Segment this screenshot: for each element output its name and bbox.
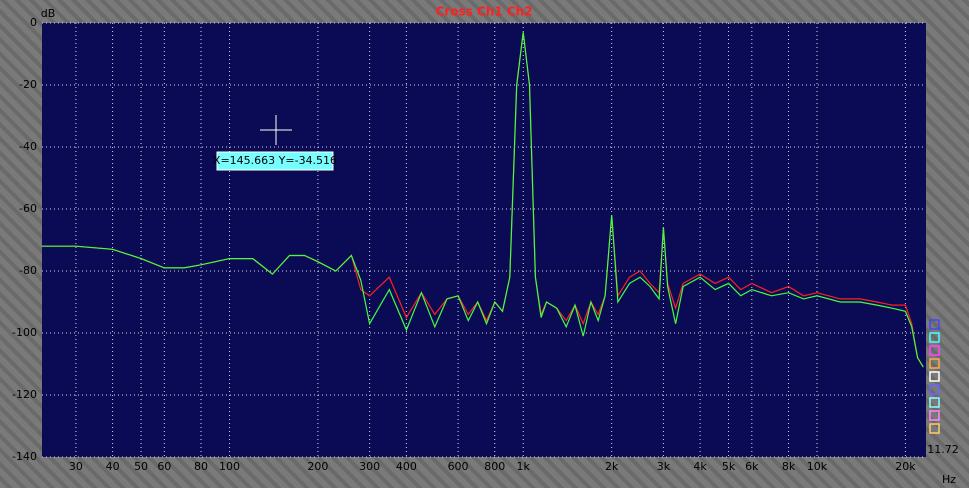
y-tick-label: -80 [19,264,37,277]
x-tick-label: 2k [605,460,619,473]
x-tick-label: 20k [895,460,916,473]
y-axis-label: dB [41,7,56,20]
cursor [260,115,292,145]
x-tick-label: 300 [359,460,380,473]
cursor-label: X=145.663 Y=-34.516 [213,154,337,167]
x-tick-label: 600 [448,460,469,473]
x-tick-label: 40 [106,460,120,473]
plot-area [42,23,926,457]
legend-box [929,397,940,408]
x-tick-label: 3k [657,460,671,473]
y-tick-label: -40 [19,140,37,153]
y-tick-label: -100 [12,326,37,339]
x-tick-label: 100 [219,460,240,473]
series-line [42,32,924,368]
x-tick-label: 6k [745,460,759,473]
x-axis-label: Hz [942,473,956,486]
legend-box [929,358,940,369]
legend-box [929,423,940,434]
legend-boxes [929,319,940,434]
legend-box [929,371,940,382]
x-tick-label: 4k [693,460,707,473]
cursor-box [216,151,334,171]
y-tick-label: -140 [12,450,37,463]
chart-title: Cross Ch1 Ch2 [435,5,532,19]
legend-box [929,332,940,343]
legend-box [929,345,940,356]
corner-value: 11.72 [927,443,959,456]
x-tick-label: 800 [484,460,505,473]
x-tick-label: 60 [157,460,171,473]
y-tick-label: -120 [12,388,37,401]
x-tick-label: 80 [194,460,208,473]
y-tick-label: -20 [19,78,37,91]
y-tick-label: 0 [30,16,37,29]
x-tick-label: 10k [807,460,828,473]
x-tick-label: 1k [517,460,531,473]
x-tick-label: 200 [307,460,328,473]
x-tick-label: 5k [722,460,736,473]
legend-box [929,384,940,395]
x-tick-label: 30 [69,460,83,473]
y-tick-label: -60 [19,202,37,215]
x-tick-label: 400 [396,460,417,473]
legend-box [929,410,940,421]
legend-box [929,319,940,330]
x-tick-label: 50 [134,460,148,473]
x-tick-label: 8k [782,460,796,473]
